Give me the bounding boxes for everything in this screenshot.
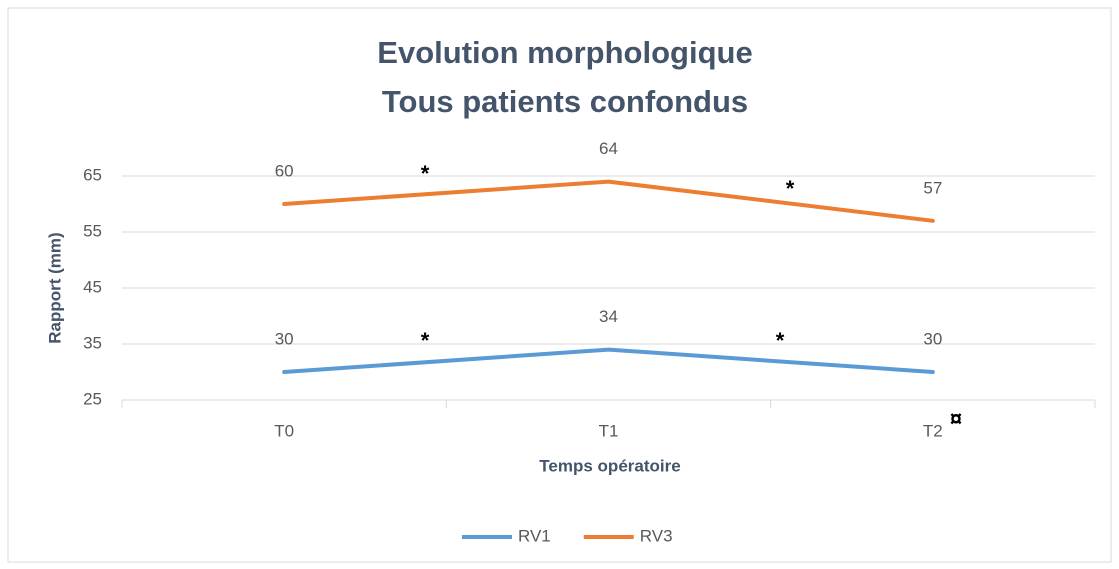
chart-title: Tous patients confondus (382, 84, 748, 119)
data-label: 60 (275, 161, 294, 180)
annotation: * (421, 161, 430, 186)
data-label: 30 (923, 329, 942, 348)
series-line (282, 347, 935, 374)
data-label: 34 (599, 307, 618, 326)
chart-title: Evolution morphologique (377, 35, 752, 70)
data-label: 30 (275, 329, 294, 348)
series-line (282, 179, 935, 223)
x-tick-label: T1 (599, 421, 619, 440)
y-tick-label: 65 (83, 165, 102, 184)
x-axis-title: Temps opératoire (539, 456, 680, 475)
x-tick-label: T0 (274, 421, 294, 440)
annotation: * (421, 328, 430, 353)
annotation: * (786, 176, 795, 201)
legend-label: RV1 (518, 526, 551, 545)
y-tick-label: 45 (83, 277, 102, 296)
annotation: ¤ (950, 406, 962, 431)
annotation: * (776, 328, 785, 353)
data-label: 57 (923, 178, 942, 197)
chart-border (7, 7, 1112, 563)
data-label: 64 (599, 139, 618, 158)
y-tick-label: 35 (83, 333, 102, 352)
y-tick-label: 25 (83, 389, 102, 408)
y-axis-title: Rapport (mm) (45, 232, 64, 343)
y-tick-label: 55 (83, 221, 102, 240)
legend-label: RV3 (640, 526, 673, 545)
x-tick-label: T2 (923, 421, 943, 440)
